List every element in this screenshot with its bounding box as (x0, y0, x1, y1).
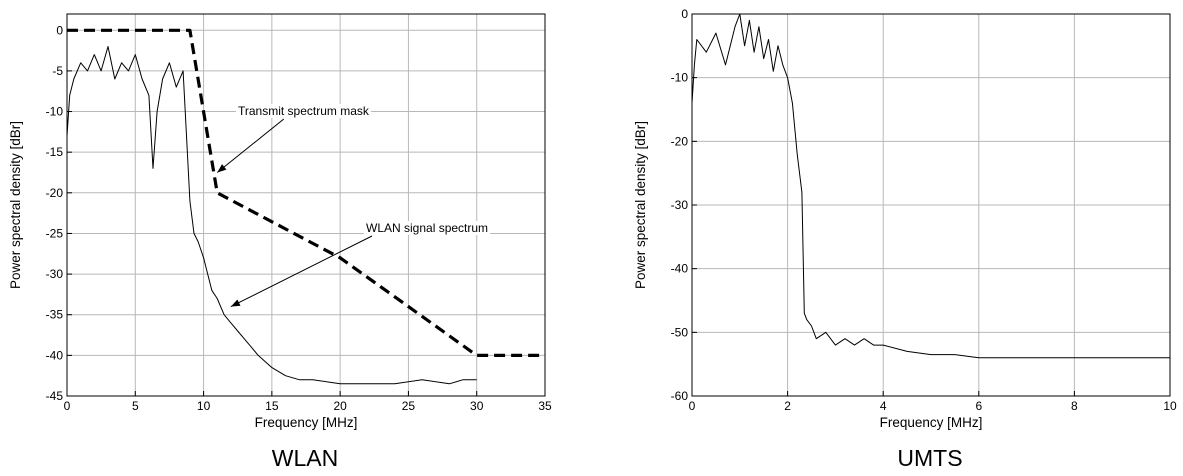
annotation-arrow-line (230, 235, 373, 308)
wlan-caption: WLAN (272, 445, 338, 471)
y-tick-label: -60 (671, 389, 689, 403)
annotation-arrowhead (217, 164, 227, 173)
signal-spectrum-line (691, 13, 1170, 359)
wlan-grid (67, 14, 545, 396)
annotation-label: WLAN signal spectrum (366, 221, 488, 235)
umts-x-axis-label: Frequency [MHz] (880, 415, 983, 430)
x-tick-label: 5 (132, 399, 139, 413)
annotation-arrowhead (230, 299, 241, 307)
y-tick-label: -50 (671, 325, 689, 339)
y-tick-label: -35 (46, 308, 64, 322)
x-tick-label: 8 (1071, 399, 1078, 413)
y-tick-label: 0 (681, 7, 688, 21)
annotation-label: Transmit spectrum mask (238, 104, 370, 118)
x-tick-label: 30 (470, 399, 484, 413)
y-tick-label: -15 (46, 145, 64, 159)
y-tick-label: -10 (46, 105, 64, 119)
umts-y-axis-label: Power spectral density [dBr] (633, 121, 648, 289)
mask-line (67, 28, 545, 357)
y-tick-label: -30 (671, 198, 689, 212)
umts-panel: 0 2 4 6 8 10 0 -10 -20 -30 -40 -50 -60 Frequency [MH… (633, 7, 1177, 471)
wlan-plot-frame (66, 13, 546, 397)
x-tick-label: 15 (265, 399, 279, 413)
x-tick-label: 35 (538, 399, 552, 413)
annotation-bg (364, 221, 491, 235)
umts-caption: UMTS (897, 445, 962, 471)
y-tick-label: -5 (52, 64, 63, 78)
x-tick-label: 10 (197, 399, 211, 413)
umts-series (691, 13, 1170, 359)
y-tick-label: -40 (46, 348, 64, 362)
x-tick-label: 0 (64, 399, 71, 413)
wlan-panel: 0 5 10 15 20 25 30 35 0 -5 -10 -15 -20 -25 -30 -35 -40 -4… (8, 13, 552, 471)
y-tick-label: -10 (671, 71, 689, 85)
x-tick-label: 0 (689, 399, 696, 413)
x-tick-label: 2 (784, 399, 791, 413)
x-tick-label: 6 (975, 399, 982, 413)
x-tick-label: 10 (1163, 399, 1177, 413)
x-tick-label: 25 (402, 399, 416, 413)
y-tick-label: 0 (56, 23, 63, 37)
y-tick-label: -45 (46, 389, 64, 403)
umts-grid (692, 14, 1170, 396)
wlan-ticks: 0 5 10 15 20 25 30 35 0 -5 -10 -15 -20 -25 -30 -35 -40 -4… (46, 23, 552, 413)
x-tick-label: 20 (333, 399, 347, 413)
signal-spectrum-line (66, 46, 477, 385)
annotation-bg (236, 104, 371, 118)
annotation-arrow-line (216, 118, 285, 173)
umts-ticks: 0 2 4 6 8 10 0 -10 -20 -30 -40 -50 -60 (671, 7, 1177, 413)
wlan-y-axis-label: Power spectral density [dBr] (8, 121, 23, 289)
y-tick-label: -40 (671, 262, 689, 276)
y-tick-label: -30 (46, 267, 64, 281)
x-tick-label: 4 (880, 399, 887, 413)
wlan-annotations: Transmit spectrum mask WLAN signal spectr… (216, 104, 491, 308)
y-tick-label: -25 (46, 226, 64, 240)
wlan-x-axis-label: Frequency [MHz] (255, 415, 358, 430)
y-tick-label: -20 (671, 134, 689, 148)
y-tick-label: -20 (46, 186, 64, 200)
wlan-series (66, 28, 545, 385)
